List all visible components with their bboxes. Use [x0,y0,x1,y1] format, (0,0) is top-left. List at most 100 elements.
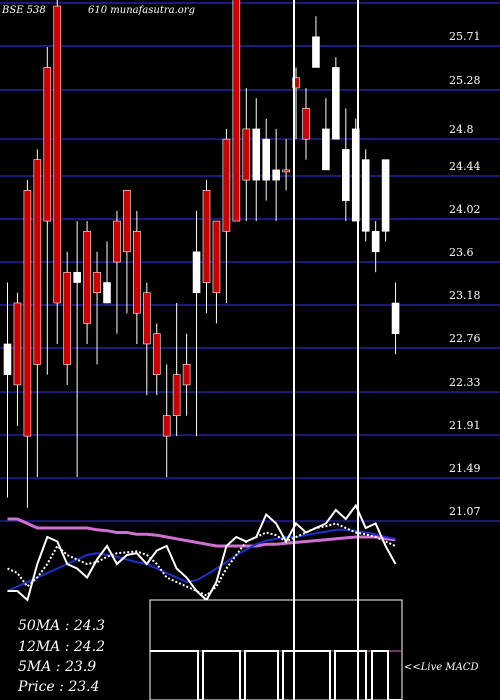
candle [242,87,251,222]
candle-body [93,271,101,294]
title-right: 610 munafasutra.org [88,5,195,16]
candle [172,303,181,437]
line-pink [7,517,396,548]
moving-average-lines [7,503,397,602]
candle [361,149,370,242]
candle-body [182,364,191,386]
candles [3,0,400,508]
tick-label: 21.49 [449,462,481,475]
candle-body [212,220,221,294]
candle-body [53,5,62,304]
candle [381,159,390,242]
candle-body [262,138,271,181]
candle [222,128,231,303]
stat-ma50: 50MA : 24.3 [18,618,105,634]
candle-body [133,231,141,314]
candle-body [202,190,211,283]
candle-body [13,302,22,386]
tick-label: 22.76 [449,332,481,345]
candle [53,0,62,344]
title-left: BSE 538 [1,5,46,16]
candle [63,251,72,385]
candle [133,210,141,344]
line-dotted [7,522,396,597]
tick-label: 21.07 [449,505,481,518]
candle [23,180,32,508]
candle-body [33,159,42,365]
candle-body [23,190,32,437]
tick-label: 24.44 [449,160,481,173]
candle-body [371,231,380,253]
line-blue [7,528,396,592]
candle-body [143,292,151,345]
candle-body [381,159,390,232]
candle [162,364,171,478]
tick-label: 23.18 [449,289,481,302]
candle [202,180,211,314]
candle [262,118,271,201]
y-axis-ticks: 26.1325.7125.2824.824.4424.0223.623.1822… [449,30,481,518]
candle [252,98,261,222]
tick-label: 21.91 [449,419,481,432]
stat-ma5: 5MA : 23.9 [18,659,96,675]
candle [152,323,161,396]
candle-body [391,302,400,335]
candle-body [103,282,111,304]
candle [312,16,320,68]
candle-body [123,190,131,253]
line-price [7,503,397,602]
candle [351,118,360,222]
candle-body [282,169,290,173]
candle-body [3,343,12,375]
candle [322,98,330,171]
tick-label: 24.8 [449,123,474,136]
candle-body [272,169,280,181]
candle [43,47,52,375]
candle [182,333,191,416]
candle-body [332,67,340,140]
candle [332,57,340,140]
candle-body [83,231,91,324]
candle [302,87,310,160]
candle [192,210,201,437]
candle-body [312,36,320,68]
candle [103,241,111,304]
candle-body [162,415,171,437]
candle-body [252,128,261,181]
candle-body [73,271,81,283]
candle-body [43,67,52,222]
candle-body [222,138,231,232]
candle [143,282,151,396]
cursor-lines [293,0,359,700]
stat-ma12: 12MA : 24.2 [18,639,105,655]
candle-body [242,128,251,181]
candle-body [63,271,72,365]
candle [83,221,91,344]
candle [391,282,400,355]
candle [272,128,280,222]
candle [341,108,350,222]
candle [282,139,290,191]
macd-box [149,599,403,700]
candle [212,220,221,324]
candle [113,210,121,334]
candle [123,190,131,314]
candle [232,0,241,222]
tick-label: 22.33 [449,376,481,389]
stat-price: Price : 23.4 [17,679,100,695]
candle-body [232,0,241,222]
candle-body [192,251,201,294]
candle [93,251,101,365]
candle [13,292,22,426]
candle-body [322,128,330,171]
candle-body [341,149,350,201]
tick-label: 25.28 [449,74,481,87]
candle [33,149,42,478]
candle-body [113,220,121,263]
candle [371,221,380,273]
candle-body [302,108,310,140]
tick-label: 24.02 [449,203,481,216]
candle [3,282,12,498]
